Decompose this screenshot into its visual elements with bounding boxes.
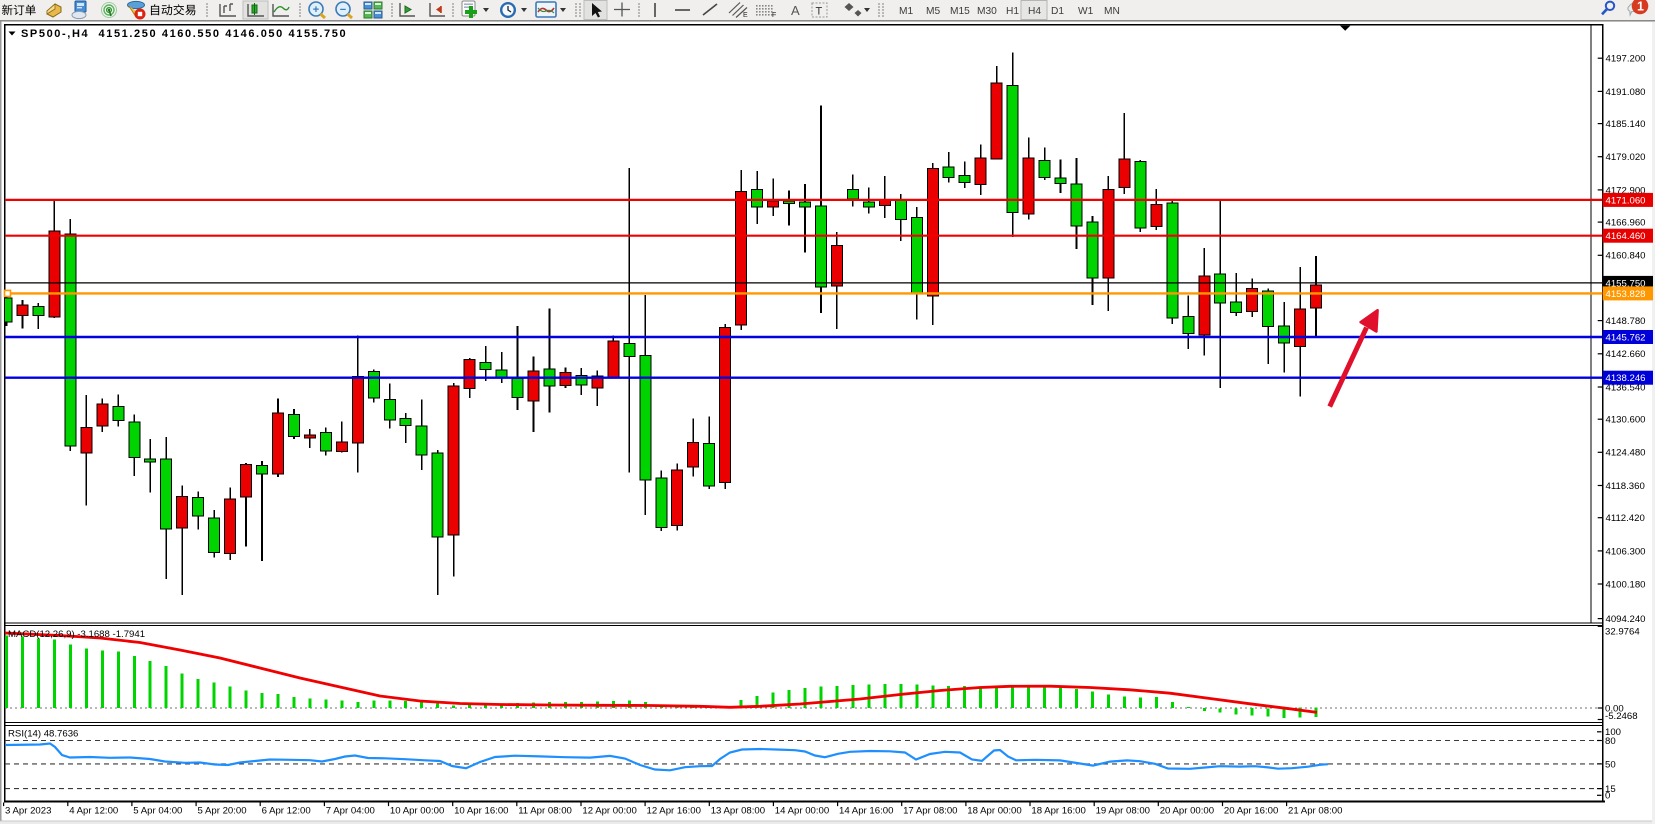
svg-text:4138.246: 4138.246 [1606, 373, 1646, 384]
svg-text:12 Apr 16:00: 12 Apr 16:00 [647, 806, 701, 817]
svg-text:4124.480: 4124.480 [1606, 448, 1646, 459]
svg-text:19 Apr 08:00: 19 Apr 08:00 [1096, 806, 1150, 817]
svg-text:3 Apr 2023: 3 Apr 2023 [5, 806, 51, 817]
svg-text:4172.900: 4172.900 [1606, 185, 1646, 196]
svg-text:10 Apr 00:00: 10 Apr 00:00 [390, 806, 444, 817]
svg-text:4130.600: 4130.600 [1606, 415, 1646, 426]
svg-text:18 Apr 16:00: 18 Apr 16:00 [1031, 806, 1085, 817]
svg-text:4164.460: 4164.460 [1606, 231, 1646, 242]
svg-text:4136.540: 4136.540 [1606, 382, 1646, 393]
svg-text:4145.762: 4145.762 [1606, 332, 1646, 343]
svg-text:6 Apr 12:00: 6 Apr 12:00 [262, 806, 311, 817]
svg-text:+: + [313, 4, 319, 16]
svg-text:4118.360: 4118.360 [1606, 481, 1645, 492]
svg-text:4166.960: 4166.960 [1606, 218, 1646, 229]
svg-text:4112.420: 4112.420 [1606, 513, 1645, 524]
svg-text:80: 80 [1605, 736, 1616, 747]
svg-text:M30: M30 [977, 6, 997, 17]
svg-text:18 Apr 00:00: 18 Apr 00:00 [967, 806, 1021, 817]
svg-text:4171.060: 4171.060 [1606, 195, 1646, 206]
svg-text:M5: M5 [926, 6, 940, 17]
svg-text:0: 0 [1605, 791, 1610, 802]
svg-text:4179.020: 4179.020 [1606, 152, 1646, 163]
svg-text:H4: H4 [1028, 6, 1041, 17]
svg-text:4197.200: 4197.200 [1606, 54, 1646, 65]
svg-text:21 Apr 08:00: 21 Apr 08:00 [1288, 806, 1342, 817]
svg-text:SP500-,H4 4151.250 4160.550 4: SP500-,H4 4151.250 4160.550 4146.050 415… [21, 28, 347, 40]
svg-text:32.9764: 32.9764 [1605, 626, 1640, 637]
svg-text:11 Apr 08:00: 11 Apr 08:00 [518, 806, 572, 817]
svg-text:4155.750: 4155.750 [1606, 278, 1646, 289]
svg-text:−: − [340, 4, 346, 16]
svg-text:12 Apr 00:00: 12 Apr 00:00 [582, 806, 636, 817]
svg-text:100: 100 [1605, 727, 1621, 738]
svg-text:H1: H1 [1006, 6, 1019, 17]
svg-text:4148.780: 4148.780 [1606, 316, 1646, 327]
svg-text:15: 15 [1605, 784, 1616, 795]
svg-text:4106.300: 4106.300 [1606, 546, 1646, 557]
svg-text:E: E [743, 12, 748, 19]
svg-text:7 Apr 04:00: 7 Apr 04:00 [326, 806, 375, 817]
svg-text:4100.180: 4100.180 [1606, 579, 1646, 590]
svg-text:14 Apr 00:00: 14 Apr 00:00 [775, 806, 829, 817]
svg-text:W1: W1 [1078, 6, 1094, 17]
svg-text:4185.140: 4185.140 [1606, 119, 1646, 130]
svg-text:MACD(12,26,9) -3.1688 -1.7941: MACD(12,26,9) -3.1688 -1.7941 [8, 629, 145, 640]
svg-text:4160.840: 4160.840 [1606, 251, 1646, 262]
svg-text:1: 1 [1637, 0, 1644, 14]
svg-text:0.00: 0.00 [1605, 703, 1624, 714]
svg-text:D1: D1 [1051, 6, 1064, 17]
svg-text:T: T [816, 6, 823, 18]
svg-text:50: 50 [1605, 759, 1616, 770]
svg-text:-5.2468: -5.2468 [1605, 711, 1638, 722]
svg-text:M1: M1 [899, 6, 913, 17]
svg-text:4 Apr 12:00: 4 Apr 12:00 [69, 806, 118, 817]
svg-text:17 Apr 08:00: 17 Apr 08:00 [903, 806, 957, 817]
svg-text:M15: M15 [950, 6, 970, 17]
svg-text:10 Apr 16:00: 10 Apr 16:00 [454, 806, 508, 817]
svg-text:13 Apr 08:00: 13 Apr 08:00 [711, 806, 765, 817]
svg-text:RSI(14) 48.7636: RSI(14) 48.7636 [8, 729, 78, 740]
svg-text:5 Apr 20:00: 5 Apr 20:00 [198, 806, 247, 817]
svg-text:20 Apr 16:00: 20 Apr 16:00 [1224, 806, 1278, 817]
svg-text:A: A [791, 3, 800, 18]
svg-text:4153.828: 4153.828 [1606, 289, 1646, 300]
svg-text:20 Apr 00:00: 20 Apr 00:00 [1160, 806, 1214, 817]
svg-text:4191.080: 4191.080 [1606, 87, 1646, 98]
svg-text:4142.660: 4142.660 [1606, 349, 1646, 360]
svg-text:14 Apr 16:00: 14 Apr 16:00 [839, 806, 893, 817]
svg-text:5 Apr 04:00: 5 Apr 04:00 [133, 806, 182, 817]
svg-text:4094.240: 4094.240 [1606, 614, 1646, 625]
svg-text:MN: MN [1104, 6, 1120, 17]
svg-text:F: F [772, 12, 776, 19]
